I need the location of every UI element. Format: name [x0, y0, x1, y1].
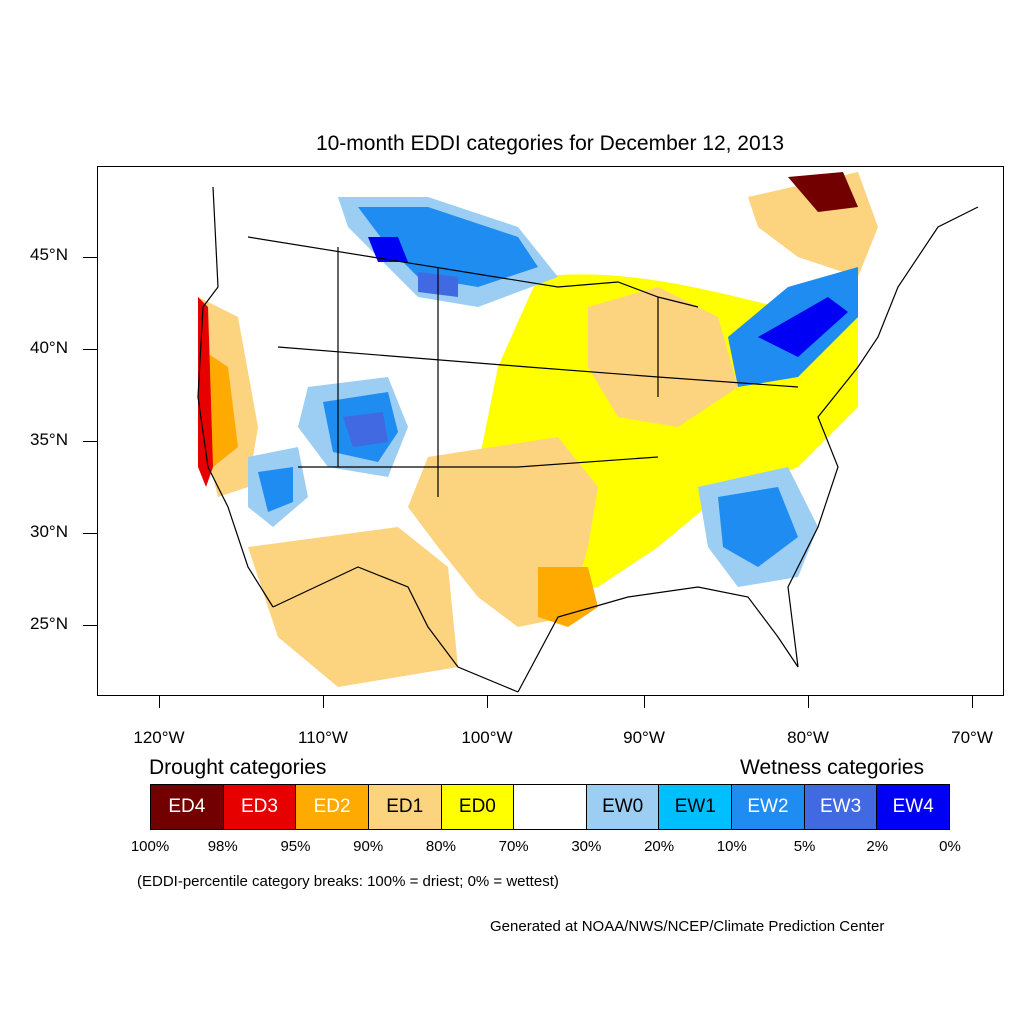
map-panel — [97, 166, 1004, 696]
lat-tick-label: 25°N — [30, 614, 68, 633]
lon-tick-mark — [644, 696, 645, 708]
category-patches — [198, 172, 878, 687]
percent-break-label: 90% — [353, 838, 384, 855]
percent-break-label: 95% — [280, 838, 311, 855]
legend-box: ED4 — [151, 785, 224, 829]
lon-tick-mark — [972, 696, 973, 708]
lat-tick-mark — [83, 625, 97, 626]
legend-box: EW4 — [877, 785, 950, 829]
lat-tick-mark — [83, 441, 97, 442]
lon-tick-label: 110°W — [298, 728, 348, 747]
lon-tick-mark — [159, 696, 160, 708]
legend-box: ED0 — [441, 785, 515, 829]
lon-tick-label: 90°W — [623, 728, 665, 747]
percent-break-label: 2% — [866, 838, 889, 855]
lon-tick-label: 70°W — [951, 728, 993, 747]
drought-heading: Drought categories — [149, 756, 327, 779]
credit-text: Generated at NOAA/NWS/NCEP/Climate Predi… — [490, 918, 885, 935]
lat-tick-mark — [83, 349, 97, 350]
lat-tick-label: 45°N — [30, 245, 68, 264]
boundary-lines — [197, 186, 979, 693]
legend-box: ED3 — [223, 785, 297, 829]
lon-tick-label: 100°W — [461, 728, 513, 747]
legend-box: EW3 — [804, 785, 878, 829]
legend-box: ED1 — [368, 785, 442, 829]
legend-bar: ED4 ED3 ED2 ED1 ED0 EW0 EW1 EW2 EW3 EW4 — [150, 784, 950, 830]
lon-tick-label: 120°W — [133, 728, 185, 747]
legend-box: EW0 — [586, 785, 660, 829]
legend-box: EW2 — [732, 785, 805, 829]
lat-tick-label: 40°N — [30, 338, 68, 357]
percent-break-label: 5% — [793, 838, 816, 855]
lon-tick-label: 80°W — [787, 728, 829, 747]
percent-break-label: 20% — [644, 838, 675, 855]
percent-break-label: 100% — [130, 838, 170, 855]
percent-break-label: 98% — [207, 838, 238, 855]
lat-tick-label: 35°N — [30, 430, 68, 449]
legend-box: ED2 — [296, 785, 369, 829]
lon-tick-mark — [487, 696, 488, 708]
percent-break-label: 10% — [716, 838, 747, 855]
percent-break-label: 80% — [425, 838, 456, 855]
category-note: (EDDI-percentile category breaks: 100% =… — [137, 873, 559, 890]
lat-tick-mark — [83, 533, 97, 534]
percent-break-label: 0% — [939, 838, 961, 855]
lat-tick-label: 30°N — [30, 522, 68, 541]
legend-box — [514, 785, 587, 829]
wetness-heading: Wetness categories — [740, 756, 925, 779]
eddi-map — [197, 172, 979, 693]
percent-break-label: 70% — [498, 838, 529, 855]
map-title: 10-month EDDI categories for December 12… — [315, 132, 785, 155]
lat-tick-mark — [83, 257, 97, 258]
percent-break-label: 30% — [571, 838, 602, 855]
lon-tick-mark — [323, 696, 324, 708]
legend-box: EW1 — [659, 785, 733, 829]
lon-tick-mark — [808, 696, 809, 708]
